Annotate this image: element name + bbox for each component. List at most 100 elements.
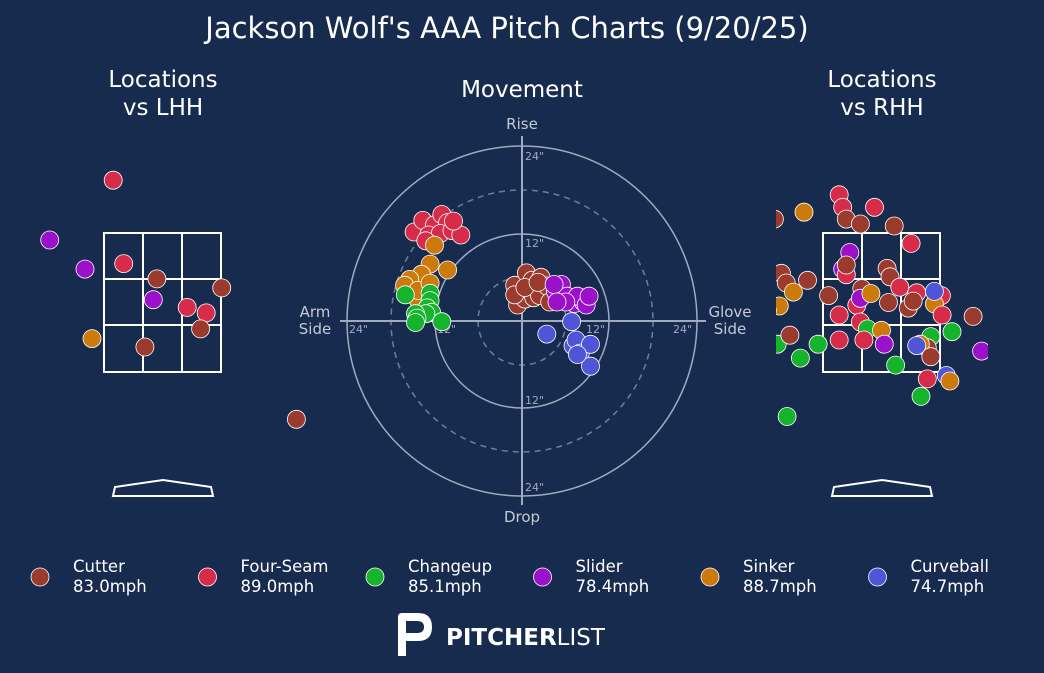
rhh-pitch-point (851, 214, 870, 234)
movement-pitch-point (544, 275, 564, 294)
movement-subtitle: Movement (461, 77, 583, 103)
rhh-pitch-point (972, 341, 988, 361)
legend-speed: 89.0mph (241, 577, 315, 596)
label-drop: Drop (504, 508, 540, 526)
legend-label: Changeup (408, 557, 492, 576)
rhh-pitch-point (776, 209, 784, 229)
rhh-pitch-point (874, 334, 894, 354)
legend-speed: 88.7mph (743, 577, 817, 596)
legend-speed: 74.7mph (911, 577, 985, 596)
lhh-panel: Locations vs LHH (40, 67, 306, 497)
rhh-pitch-point (861, 284, 881, 303)
ring-label-rise-12: 12" (525, 237, 544, 250)
rhh-pitch-point (901, 233, 921, 253)
rhh-pitch-point (932, 305, 952, 325)
label-arm-2: Side (299, 320, 331, 338)
lhh-pitch-point (196, 303, 216, 323)
ring-label-drop-12: 12" (525, 394, 544, 407)
rhh-pitch-point (942, 322, 962, 342)
rhh-pitch-point (829, 330, 849, 350)
lhh-pitch-point (286, 409, 306, 429)
rhh-pitch-point (780, 325, 800, 345)
rhh-pitch-point (829, 305, 849, 325)
rhh-pitch-point (794, 202, 814, 222)
movement-pitch-point (581, 334, 600, 354)
brand-light: LIST (557, 625, 606, 651)
rhh-pitch-point (836, 255, 856, 275)
label-glove-1: Glove (708, 303, 751, 321)
movement-pitch-point (395, 285, 415, 305)
movement-pitch-point (579, 286, 599, 306)
lhh-pitch-point (114, 254, 134, 274)
label-rise: Rise (506, 115, 538, 133)
movement-pitch-point (568, 345, 587, 364)
ring-label-arm-24: 24" (349, 323, 368, 336)
rhh-subtitle-line1: Locations (827, 67, 936, 93)
lhh-subtitle-line1: Locations (108, 67, 217, 93)
lhh-pitch-point (135, 337, 155, 357)
rhh-pitch-point (884, 216, 904, 236)
legend-label: Four-Seam (241, 557, 329, 576)
legend-marker (30, 567, 50, 587)
rhh-pitch-point (791, 348, 810, 368)
pitcherlist-logo: PITCHERLIST (398, 613, 606, 656)
legend-marker (365, 567, 385, 587)
chart-title: Jackson Wolf's AAA Pitch Charts (9/20/25… (203, 11, 808, 45)
rhh-subtitle-line2: vs RHH (840, 95, 923, 121)
rhh-points (776, 185, 988, 426)
lhh-subtitle-line2: vs LHH (123, 95, 203, 121)
legend-speed: 78.4mph (576, 577, 650, 596)
movement-pitch-point (528, 272, 548, 292)
lhh-pitch-point (191, 319, 211, 339)
movement-pitch-point (444, 211, 463, 231)
label-glove-2: Side (714, 320, 746, 338)
legend-label: Sinker (743, 557, 795, 576)
ring-label-drop-24: 24" (525, 481, 544, 494)
label-arm-1: Arm (300, 303, 331, 321)
lhh-pitch-point (75, 259, 95, 279)
rhh-pitch-point (784, 282, 803, 302)
rhh-pitch-point (940, 371, 960, 391)
movement-pitch-point (438, 260, 458, 280)
pitcherlist-logo-icon (398, 613, 432, 656)
legend-speed: 83.0mph (73, 577, 147, 596)
rhh-home-plate (830, 478, 934, 497)
movement-points (395, 205, 600, 376)
lhh-points (40, 170, 306, 429)
ring-label-glove-12: 12" (586, 323, 605, 336)
rhh-pitch-point (911, 386, 931, 406)
lhh-pitch-point (143, 290, 163, 310)
rhh-pitch-point (925, 281, 944, 301)
lhh-pitch-point (147, 269, 167, 289)
movement-pitch-point (562, 312, 581, 332)
rhh-pitch-point (798, 270, 817, 290)
pitcherlist-logo-text: PITCHERLIST (446, 625, 606, 651)
movement-pitch-point (425, 235, 444, 255)
lhh-pitch-point (82, 329, 102, 349)
rhh-pitch-point (776, 307, 777, 315)
legend-label: Cutter (73, 557, 125, 576)
rhh-pitch-point (917, 369, 937, 389)
rhh-pitch-point (921, 347, 941, 367)
legend-marker (868, 567, 887, 587)
movement-pitch-point (406, 313, 425, 332)
rhh-pitch-point (854, 330, 874, 350)
rhh-pitch-point (890, 277, 910, 297)
ring-label-glove-24: 24" (673, 323, 692, 336)
legend-label: Slider (576, 557, 623, 576)
legend-marker (700, 567, 720, 587)
lhh-pitch-point (40, 230, 60, 250)
movement-pitch-point (537, 324, 557, 344)
legend-marker (533, 567, 552, 587)
lhh-pitch-point (103, 170, 123, 190)
movement-panel: Movement Rise Drop Arm Side Glove Side 2… (299, 77, 752, 526)
lhh-home-plate (111, 478, 215, 497)
rhh-pitch-point (903, 291, 923, 311)
rhh-panel: Locations vs RHH (776, 67, 988, 497)
